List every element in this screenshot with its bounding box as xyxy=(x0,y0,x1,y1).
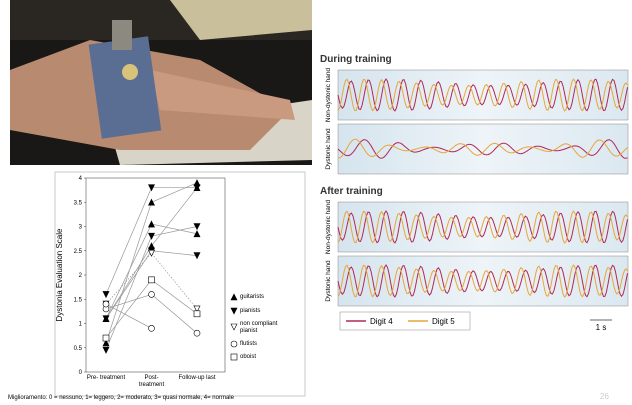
trace-row-label: Dystonic hand xyxy=(325,128,332,170)
data-point xyxy=(149,291,155,297)
y-tick-label: 0 xyxy=(79,370,83,376)
slide: Dystonia Evaluation Scale During trainin… xyxy=(0,0,632,405)
y-tick-label: 2 xyxy=(79,273,83,279)
data-point xyxy=(194,311,200,317)
legend-marker xyxy=(231,308,237,314)
x-tick-label: Post- treatment xyxy=(132,375,172,389)
legend-label: oboist xyxy=(240,354,280,361)
legend-label: non compliant pianist xyxy=(240,321,280,335)
legend-marker xyxy=(231,324,237,330)
data-point xyxy=(149,277,155,283)
data-point xyxy=(149,325,155,331)
data-point xyxy=(194,231,200,237)
photo xyxy=(10,0,312,165)
data-point xyxy=(103,335,109,341)
data-point xyxy=(149,233,155,239)
legend-label: pianists xyxy=(240,308,280,315)
scale-label: 1 s xyxy=(596,323,607,332)
data-point xyxy=(149,250,155,256)
chart-frame xyxy=(55,172,305,396)
data-point xyxy=(149,221,155,227)
data-point xyxy=(103,291,109,297)
trace-legend-label: Digit 4 xyxy=(370,317,393,326)
trace-row-label: Dystonic hand xyxy=(325,260,332,302)
legend-marker xyxy=(231,341,237,347)
data-point xyxy=(194,224,200,230)
trace-legend-label: Digit 5 xyxy=(432,317,455,326)
data-point xyxy=(103,301,109,307)
slide-canvas: Dystonia Evaluation Scale During trainin… xyxy=(0,0,632,405)
y-tick-label: 4 xyxy=(79,176,83,182)
legend-label: flutists xyxy=(240,341,280,348)
y-tick-label: 0.5 xyxy=(74,346,83,352)
trace-row-label: Non-dystonic hand xyxy=(325,68,332,123)
y-tick-label: 3 xyxy=(79,225,83,231)
x-tick-label: Pre- treatment xyxy=(86,375,126,382)
legend-marker xyxy=(231,294,237,300)
panel-title: After training xyxy=(320,186,383,197)
trace-row-label: Non-dystonic hand xyxy=(325,200,332,255)
y-tick-label: 1.5 xyxy=(74,297,83,303)
legend-label: guitarists xyxy=(240,294,280,301)
page-number: 26 xyxy=(600,392,609,401)
caption: Miglioramento: 0 = nessuno, 1= leggero, … xyxy=(8,395,235,401)
y-tick-label: 2.5 xyxy=(74,249,83,255)
x-tick-label: Follow-up last xyxy=(177,375,217,382)
data-point xyxy=(194,330,200,336)
panel-title: During training xyxy=(320,54,392,65)
series-line xyxy=(106,251,197,319)
data-point xyxy=(149,199,155,205)
data-point xyxy=(103,347,109,353)
y-tick-label: 1 xyxy=(79,322,83,328)
legend-marker xyxy=(231,354,237,360)
y-tick-label: 3.5 xyxy=(74,200,83,206)
series-line xyxy=(106,304,152,328)
y-axis-label: Dystonia Evaluation Scale xyxy=(55,228,64,321)
